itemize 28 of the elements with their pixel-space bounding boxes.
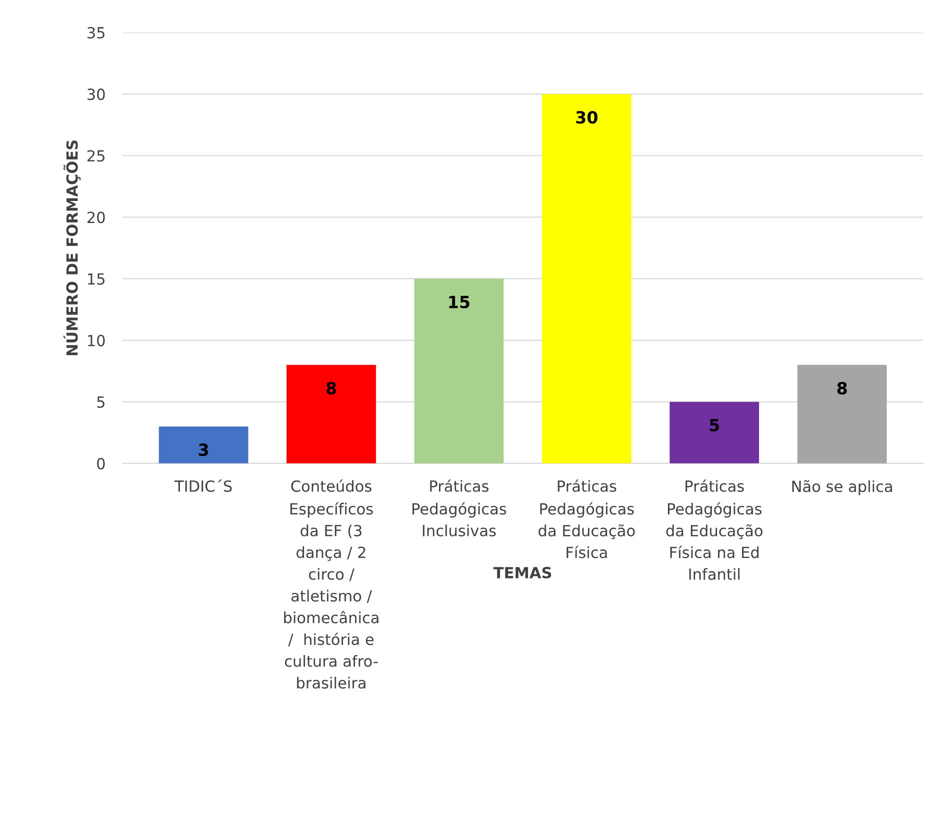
y-tick-label: 25 [87, 150, 104, 162]
bar [670, 402, 760, 464]
bar [286, 364, 376, 464]
y-axis-title: NÚMERO DE FORMAÇÕES [63, 140, 81, 356]
x-tick-label: TIDIC´S [174, 479, 232, 492]
y-tick-label: 20 [87, 212, 105, 224]
y-tick-label: 10 [88, 334, 105, 346]
bar [797, 364, 887, 464]
y-tick-label: 30 [88, 88, 105, 100]
y-tick-label: 35 [88, 26, 104, 39]
data-label: 8 [326, 382, 336, 394]
data-label: 8 [837, 382, 847, 394]
data-label: 15 [449, 296, 470, 308]
x-tick-label: Práticas Pedagógicas Inclusivas [412, 479, 506, 536]
x-axis-title: TEMAS [493, 566, 552, 578]
x-tick-label: Práticas Pedagógicas da Educação Física [538, 479, 635, 558]
bar [158, 426, 248, 464]
data-label: 3 [198, 443, 208, 456]
bar [542, 94, 632, 464]
y-tick-label: 5 [97, 396, 104, 408]
bar [414, 278, 504, 464]
data-label: 5 [710, 419, 719, 432]
data-label: 30 [576, 111, 598, 124]
y-tick-label: 15 [88, 273, 104, 285]
x-tick-label: Não se aplica [792, 480, 892, 496]
y-tick-label: 0 [97, 458, 105, 470]
category-label: Conteúdos Específicos da EF (3 dança / 2 circo / atletismo / biomecânica / história e cultura afro- brasileira [284, 479, 378, 689]
x-tick-label: Práticas Pedagógicas da Educação Física na Ed Infantil [666, 479, 762, 580]
